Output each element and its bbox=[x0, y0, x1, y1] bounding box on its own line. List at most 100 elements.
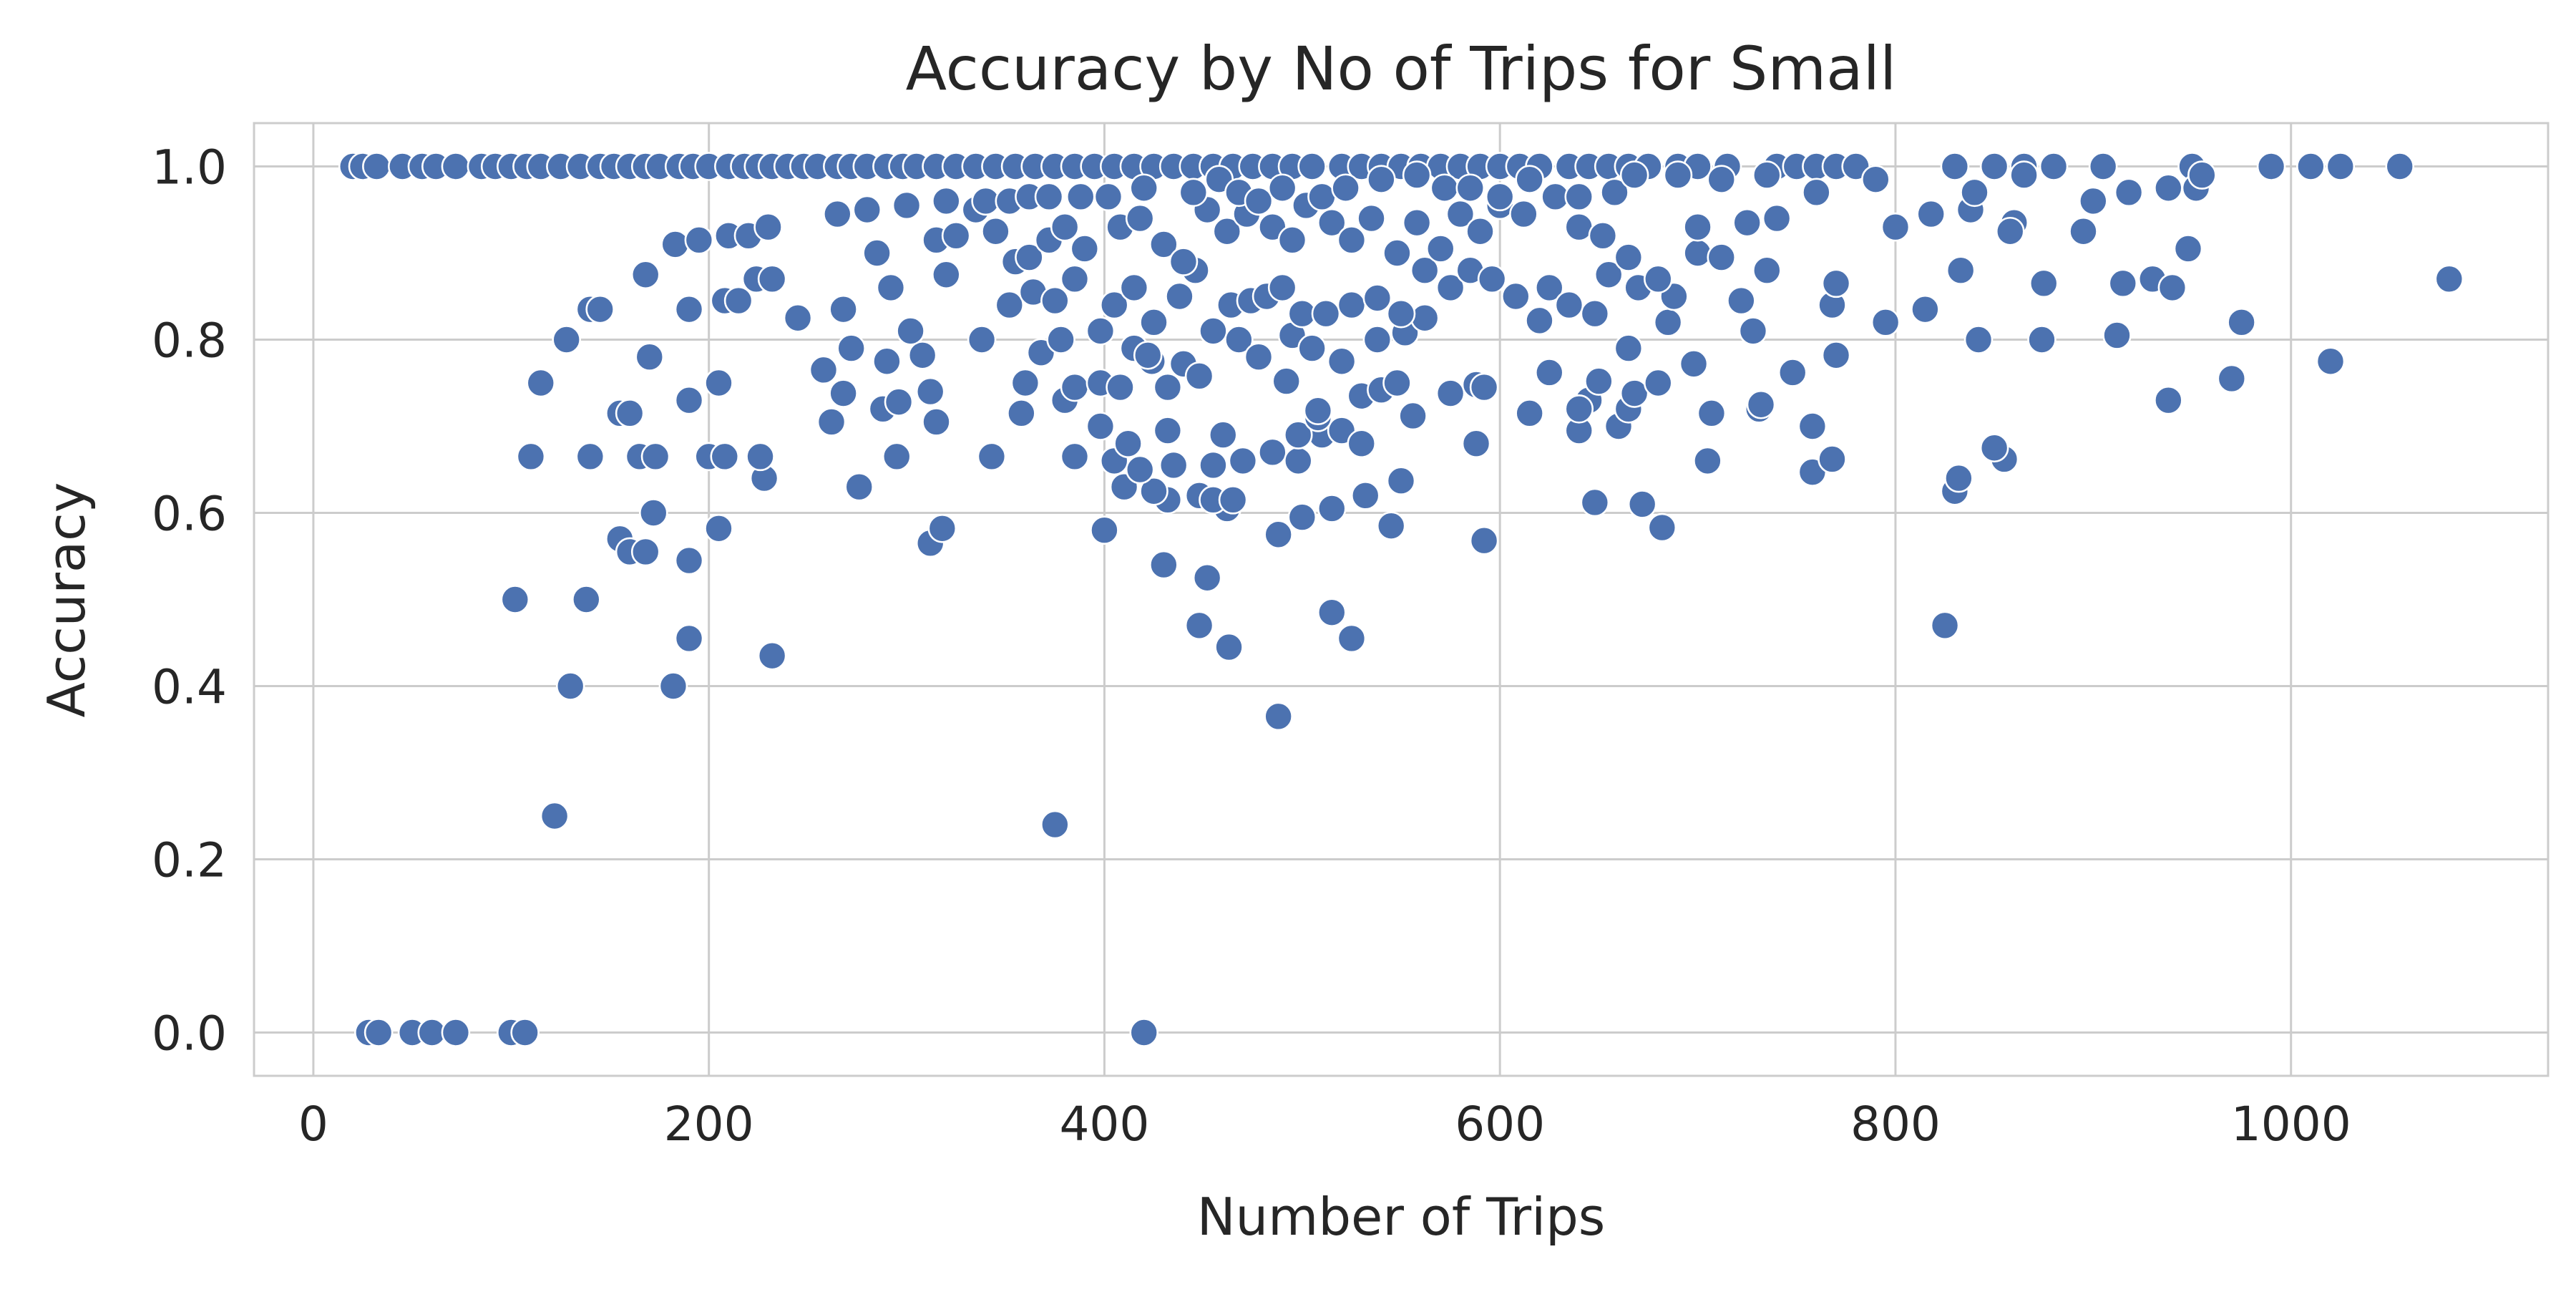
scatter-point bbox=[2316, 346, 2346, 377]
scatter-point bbox=[1113, 429, 1143, 459]
scatter-point bbox=[1402, 208, 1432, 238]
scatter-point bbox=[1469, 525, 1499, 555]
scatter-point bbox=[1485, 182, 1515, 212]
scatter-point bbox=[1297, 334, 1327, 363]
scatter-point bbox=[1802, 178, 1831, 208]
scatter-point bbox=[922, 407, 951, 437]
scatter-point bbox=[660, 230, 690, 259]
scatter-point bbox=[1979, 152, 2009, 181]
y-tick-label: 0.0 bbox=[152, 1006, 227, 1062]
scatter-point bbox=[1600, 178, 1629, 208]
scatter-point bbox=[635, 342, 665, 372]
scatter-point bbox=[1960, 178, 1989, 208]
scatter-point bbox=[1070, 234, 1100, 263]
scatter-point bbox=[1777, 358, 1807, 387]
scatter-point bbox=[1738, 316, 1768, 346]
scatter-point bbox=[1707, 165, 1737, 194]
scatter-point bbox=[836, 334, 866, 363]
scatter-point bbox=[1410, 256, 1440, 286]
y-tick-label: 1.0 bbox=[152, 140, 227, 195]
scatter-point bbox=[967, 325, 997, 354]
scatter-point bbox=[2009, 160, 2039, 190]
scatter-point bbox=[1398, 401, 1428, 431]
scatter-point bbox=[2102, 321, 2132, 350]
scatter-point bbox=[2027, 325, 2057, 354]
scatter-point bbox=[1264, 520, 1293, 550]
scatter-point bbox=[2114, 178, 2144, 208]
scatter-point bbox=[1085, 412, 1116, 441]
scatter-point bbox=[1679, 349, 1709, 379]
scatter-point bbox=[1258, 437, 1287, 467]
scatter-point bbox=[915, 377, 945, 407]
scatter-point bbox=[1040, 810, 1070, 840]
scatter-point bbox=[1916, 199, 1946, 229]
scatter-point bbox=[1090, 515, 1119, 545]
scatter-point bbox=[1627, 490, 1657, 519]
scatter-point bbox=[1179, 178, 1209, 208]
scatter-point bbox=[1386, 466, 1416, 496]
scatter-point bbox=[892, 190, 922, 220]
scatter-point bbox=[510, 1018, 540, 1047]
scatter-point bbox=[1752, 160, 1782, 190]
scatter-point bbox=[1880, 212, 1911, 242]
scatter-point bbox=[1382, 238, 1412, 268]
scatter-point bbox=[1455, 173, 1485, 203]
scatter-point bbox=[1244, 342, 1274, 372]
scatter-point bbox=[1963, 325, 1994, 354]
scatter-point bbox=[1129, 1018, 1159, 1047]
scatter-point bbox=[1564, 182, 1594, 212]
scatter-point bbox=[2157, 273, 2187, 303]
scatter-point bbox=[1139, 476, 1169, 506]
scatter-point bbox=[1337, 225, 1367, 255]
scatter-point bbox=[630, 260, 660, 290]
scatter-point bbox=[1435, 379, 1465, 408]
scatter-point bbox=[884, 387, 914, 417]
scatter-point bbox=[2296, 152, 2326, 181]
scatter-point bbox=[1158, 450, 1189, 480]
scatter-point bbox=[674, 294, 704, 324]
scatter-point bbox=[1283, 446, 1313, 476]
scatter-point bbox=[1588, 220, 1618, 251]
scatter-point bbox=[1584, 366, 1614, 396]
scatter-point bbox=[2173, 234, 2203, 263]
scatter-point bbox=[1402, 160, 1432, 190]
scatter-point bbox=[674, 623, 704, 654]
scatter-point bbox=[1643, 368, 1673, 398]
scatter-point bbox=[1015, 243, 1044, 272]
scatter-point bbox=[1382, 368, 1412, 398]
scatter-point bbox=[1149, 550, 1179, 580]
scatter-point bbox=[1153, 372, 1183, 402]
scatter-point bbox=[852, 195, 882, 225]
x-axis-label: Number of Trips bbox=[1197, 1187, 1606, 1247]
scatter-point bbox=[1697, 399, 1727, 428]
scatter-point bbox=[1362, 325, 1392, 354]
scatter-point bbox=[941, 220, 971, 251]
scatter-point bbox=[1224, 325, 1254, 354]
y-tick-label: 0.4 bbox=[152, 660, 227, 715]
scatter-point bbox=[1534, 273, 1564, 303]
scatter-point bbox=[1060, 372, 1090, 402]
scatter-point bbox=[516, 442, 546, 472]
scatter-point bbox=[2069, 216, 2098, 246]
scatter-point bbox=[1133, 340, 1163, 370]
scatter-point bbox=[1214, 632, 1244, 662]
scatter-point bbox=[1169, 247, 1199, 276]
scatter-point bbox=[2029, 268, 2059, 298]
scatter-point bbox=[1594, 260, 1624, 290]
scatter-point bbox=[441, 152, 471, 181]
scatter-point bbox=[2039, 152, 2069, 181]
scatter-point bbox=[932, 186, 961, 216]
scatter-point bbox=[1367, 165, 1396, 194]
scatter-point bbox=[1331, 173, 1360, 203]
scatter-point bbox=[704, 513, 733, 543]
scatter-point bbox=[364, 1018, 394, 1047]
scatter-point bbox=[829, 294, 858, 324]
scatter-point bbox=[872, 346, 902, 377]
data-points bbox=[338, 152, 2464, 1047]
scatter-point bbox=[1184, 361, 1214, 391]
scatter-point bbox=[1653, 307, 1683, 337]
scatter-point bbox=[2217, 364, 2247, 394]
scatter-point bbox=[2385, 152, 2415, 181]
scatter-point bbox=[630, 537, 660, 567]
